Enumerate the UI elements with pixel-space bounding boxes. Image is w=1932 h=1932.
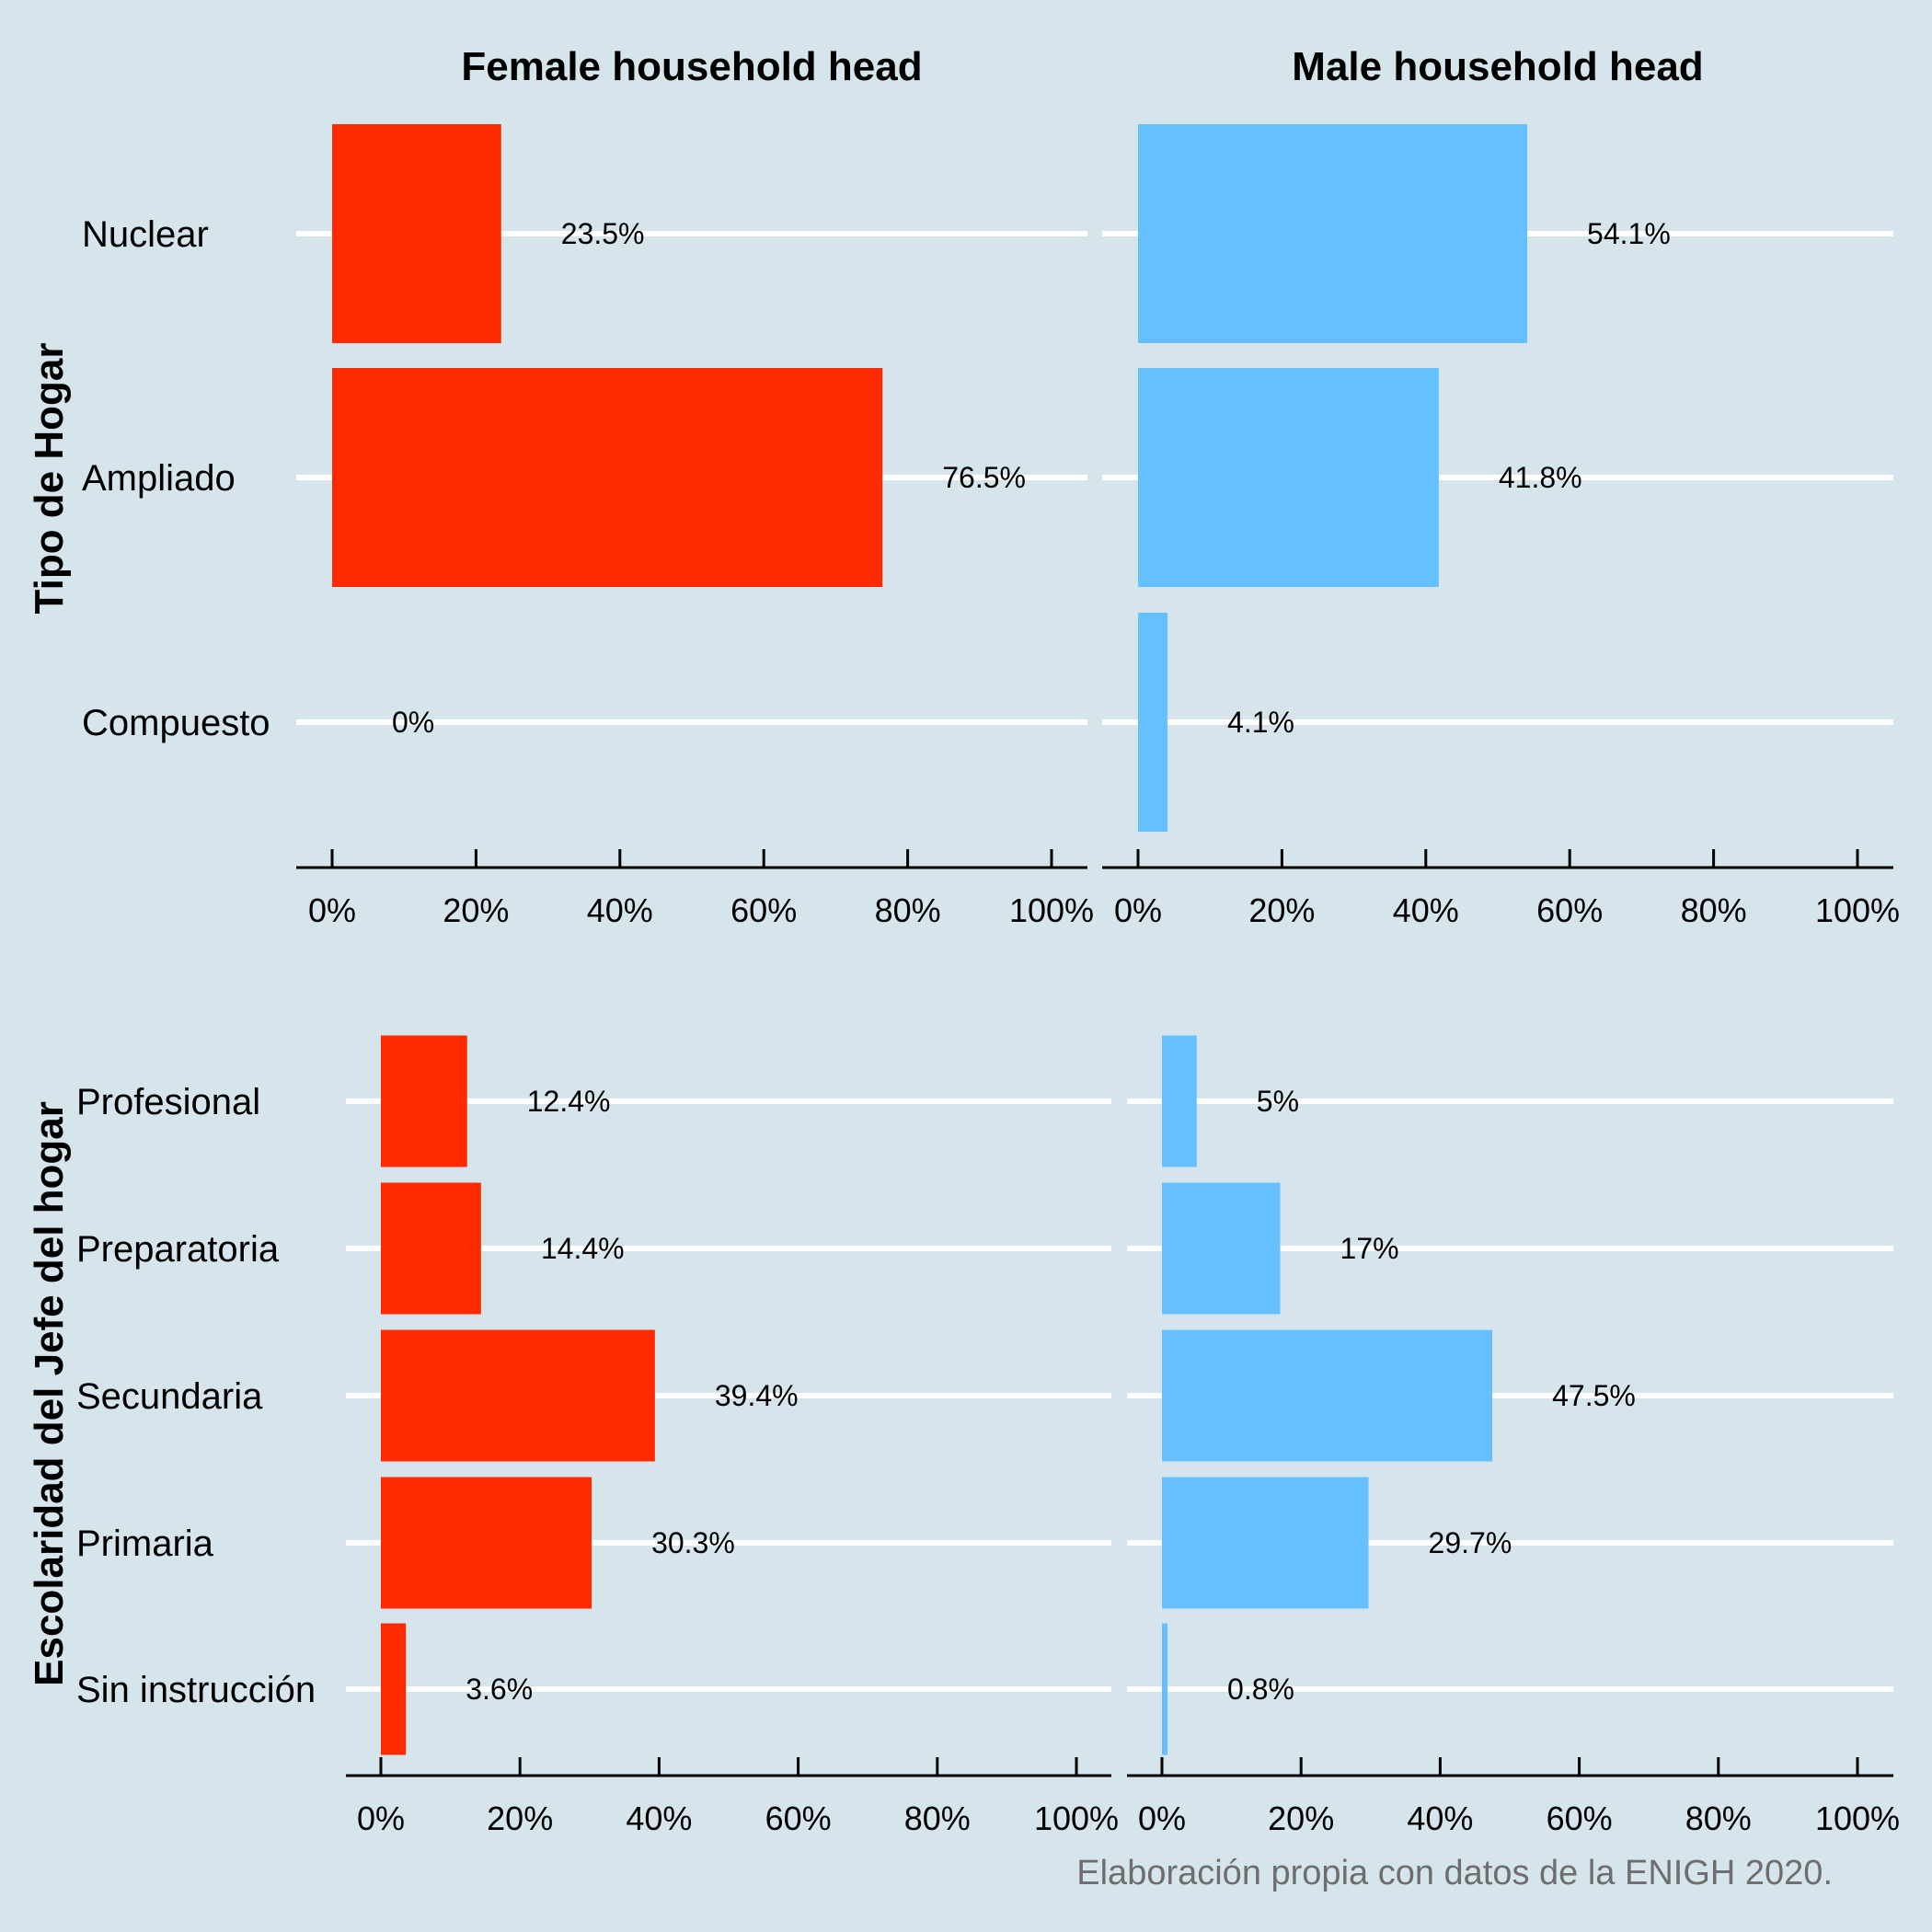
data-label-1-1-4: 0.8% <box>1227 1673 1294 1706</box>
bar-0-1-2 <box>1138 613 1168 832</box>
category-label-1-3: Primaria <box>76 1524 214 1564</box>
category-label-0-1: Ampliado <box>82 458 236 499</box>
x-tick-label-1-1-5: 100% <box>1815 1800 1900 1837</box>
category-label-0-0: Nuclear <box>82 214 209 255</box>
bar-1-0-3 <box>381 1477 592 1609</box>
x-tick-label-0-1-2: 40% <box>1393 891 1459 929</box>
x-tick-label-0-0-4: 80% <box>875 891 941 929</box>
data-label-1-1-2: 47.5% <box>1552 1379 1636 1412</box>
bar-0-1-1 <box>1138 368 1439 587</box>
x-tick-label-1-0-1: 20% <box>487 1800 553 1837</box>
bar-1-1-0 <box>1162 1035 1197 1167</box>
x-tick-label-0-0-3: 60% <box>730 891 797 929</box>
data-label-1-1-1: 17% <box>1340 1232 1399 1265</box>
x-tick-label-0-1-4: 80% <box>1681 891 1747 929</box>
category-label-1-1: Preparatoria <box>76 1229 280 1270</box>
category-label-1-4: Sin instrucción <box>76 1670 316 1710</box>
data-label-1-0-4: 3.6% <box>466 1673 533 1706</box>
x-tick-label-0-1-3: 60% <box>1536 891 1603 929</box>
category-label-1-2: Secundaria <box>76 1376 263 1417</box>
y-axis-title-0: Tipo de Hogar <box>27 343 72 615</box>
data-label-0-0-1: 76.5% <box>942 461 1026 494</box>
y-axis-title-1: Escolaridad del Jefe del hogar <box>27 1101 72 1686</box>
bar-0-0-0 <box>332 124 501 343</box>
bar-1-1-4 <box>1162 1623 1168 1755</box>
category-label-1-0: Profesional <box>76 1082 260 1122</box>
data-label-0-1-1: 41.8% <box>1499 461 1582 494</box>
x-tick-label-1-0-4: 80% <box>904 1800 971 1837</box>
data-label-1-0-1: 14.4% <box>541 1232 625 1265</box>
x-tick-label-0-1-5: 100% <box>1815 891 1900 929</box>
x-tick-label-0-0-5: 100% <box>1009 891 1094 929</box>
x-tick-label-0-0-1: 20% <box>443 891 509 929</box>
facet-title-0-1: Male household head <box>1292 44 1703 89</box>
data-label-1-0-0: 12.4% <box>527 1085 611 1118</box>
data-label-0-1-2: 4.1% <box>1227 706 1294 739</box>
plots-layer: Tipo de Hogar Nuclear Ampliado Compuesto Fem… <box>27 44 1900 1837</box>
bar-1-1-1 <box>1162 1182 1281 1315</box>
x-tick-label-1-1-1: 20% <box>1268 1800 1334 1837</box>
bar-1-0-2 <box>381 1329 655 1462</box>
bar-1-0-4 <box>381 1623 407 1755</box>
bar-1-1-3 <box>1162 1477 1369 1609</box>
x-tick-label-0-0-2: 40% <box>587 891 653 929</box>
x-tick-label-1-1-4: 80% <box>1685 1800 1752 1837</box>
data-label-0-0-0: 23.5% <box>561 217 645 250</box>
bar-0-1-0 <box>1138 124 1528 343</box>
x-tick-label-0-0-0: 0% <box>308 891 356 929</box>
data-label-0-1-0: 54.1% <box>1587 217 1671 250</box>
x-tick-label-1-0-3: 60% <box>765 1800 832 1837</box>
x-tick-label-0-1-1: 20% <box>1248 891 1315 929</box>
source-caption: Elaboración propia con datos de la ENIGH… <box>1076 1854 1833 1892</box>
x-tick-label-1-0-5: 100% <box>1034 1800 1119 1837</box>
bar-0-0-1 <box>332 368 883 587</box>
x-tick-label-1-1-0: 0% <box>1138 1800 1186 1837</box>
bar-1-0-1 <box>381 1182 481 1315</box>
bar-1-0-0 <box>381 1035 467 1167</box>
x-tick-label-1-0-2: 40% <box>626 1800 692 1837</box>
category-label-0-2: Compuesto <box>82 703 270 743</box>
data-label-1-1-3: 29.7% <box>1429 1526 1512 1559</box>
facet-title-0-0: Female household head <box>461 44 922 89</box>
data-label-1-0-3: 30.3% <box>651 1526 735 1559</box>
data-label-1-1-0: 5% <box>1257 1085 1299 1118</box>
x-tick-label-0-1-0: 0% <box>1114 891 1162 929</box>
bar-1-1-2 <box>1162 1329 1493 1462</box>
x-tick-label-1-1-2: 40% <box>1407 1800 1473 1837</box>
data-label-0-0-2: 0% <box>392 706 434 739</box>
x-tick-label-1-0-0: 0% <box>357 1800 405 1837</box>
x-tick-label-1-1-3: 60% <box>1547 1800 1613 1837</box>
data-label-1-0-2: 39.4% <box>715 1379 799 1412</box>
